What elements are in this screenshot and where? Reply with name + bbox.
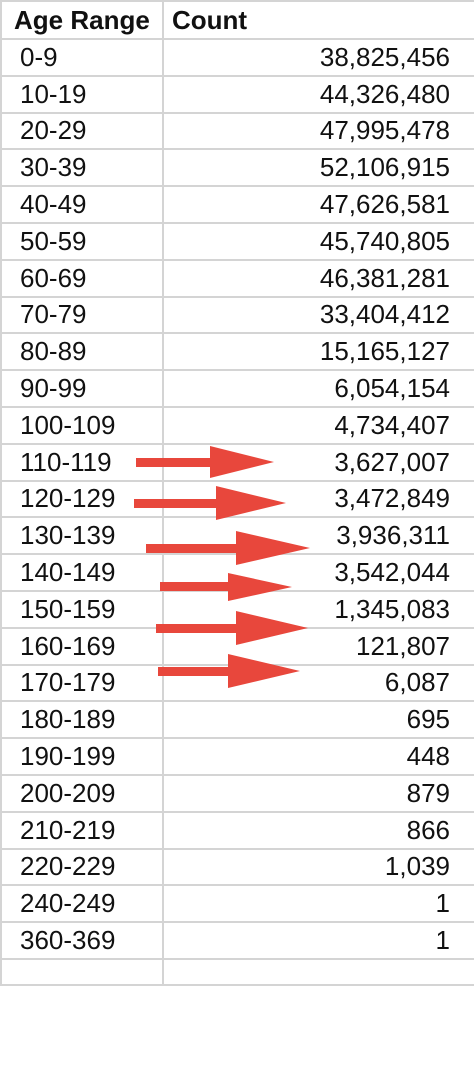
age-range-cell[interactable]: 170-179 — [0, 663, 164, 703]
count-cell[interactable]: 52,106,915 — [162, 148, 474, 188]
table-row: 90-99 6,054,154 — [0, 369, 474, 408]
table-row: 20-29 47,995,478 — [0, 111, 474, 151]
age-range-cell[interactable]: 80-89 — [0, 332, 164, 372]
age-range-cell[interactable]: 240-249 — [0, 884, 164, 924]
table-row: 170-179 6,087 — [0, 663, 474, 703]
age-range-cell[interactable]: 130-139 — [0, 516, 164, 556]
count-cell[interactable]: 1,039 — [162, 847, 474, 887]
table-row: 200-209 879 — [0, 773, 474, 813]
age-range-cell[interactable]: 360-369 — [0, 921, 164, 960]
age-range-cell[interactable]: 120-129 — [0, 479, 164, 519]
count-cell[interactable]: 44,326,480 — [162, 74, 474, 114]
header-row: Age Range Count — [0, 0, 474, 40]
count-cell[interactable]: 47,995,478 — [162, 111, 474, 151]
age-range-cell[interactable]: 40-49 — [0, 185, 164, 224]
count-cell[interactable]: 448 — [162, 737, 474, 776]
age-range-cell[interactable]: 190-199 — [0, 737, 164, 776]
empty-cell[interactable] — [0, 957, 164, 986]
age-range-cell[interactable]: 220-229 — [0, 847, 164, 887]
count-cell[interactable]: 3,936,311 — [162, 516, 474, 556]
count-cell[interactable]: 3,627,007 — [162, 442, 474, 482]
count-cell[interactable]: 38,825,456 — [162, 38, 474, 77]
count-cell[interactable]: 1,345,083 — [162, 589, 474, 629]
count-cell[interactable]: 3,542,044 — [162, 553, 474, 592]
age-range-cell[interactable]: 160-169 — [0, 626, 164, 666]
age-range-cell[interactable]: 30-39 — [0, 148, 164, 188]
age-range-cell[interactable]: 70-79 — [0, 295, 164, 335]
table-row: 100-109 4,734,407 — [0, 405, 474, 445]
age-range-cell[interactable]: 90-99 — [0, 369, 164, 408]
count-cell[interactable]: 879 — [162, 773, 474, 813]
age-range-cell[interactable]: 20-29 — [0, 111, 164, 151]
age-range-cell[interactable]: 180-189 — [0, 700, 164, 740]
table-row: 360-369 1 — [0, 921, 474, 960]
count-cell[interactable]: 15,165,127 — [162, 332, 474, 372]
age-range-cell[interactable]: 150-159 — [0, 589, 164, 629]
age-range-cell[interactable]: 140-149 — [0, 553, 164, 592]
count-cell[interactable]: 6,087 — [162, 663, 474, 703]
age-range-table: Age Range Count 0-9 38,825,456 10-19 44,32… — [0, 0, 474, 986]
count-cell[interactable]: 33,404,412 — [162, 295, 474, 335]
table-row: 190-199 448 — [0, 737, 474, 776]
count-cell[interactable]: 46,381,281 — [162, 258, 474, 298]
count-cell[interactable]: 866 — [162, 810, 474, 850]
age-range-cell[interactable]: 0-9 — [0, 38, 164, 77]
header-age-range[interactable]: Age Range — [0, 0, 164, 40]
age-range-cell[interactable]: 50-59 — [0, 221, 164, 261]
table-row: 50-59 45,740,805 — [0, 221, 474, 261]
table-row: 40-49 47,626,581 — [0, 185, 474, 224]
table-row: 80-89 15,165,127 — [0, 332, 474, 372]
count-cell[interactable]: 121,807 — [162, 626, 474, 666]
table-row: 180-189 695 — [0, 700, 474, 740]
table-row: 70-79 33,404,412 — [0, 295, 474, 335]
count-cell[interactable]: 47,626,581 — [162, 185, 474, 224]
count-cell[interactable]: 1 — [162, 884, 474, 924]
age-range-cell[interactable]: 10-19 — [0, 74, 164, 114]
table-row: 10-19 44,326,480 — [0, 74, 474, 114]
count-cell[interactable]: 3,472,849 — [162, 479, 474, 519]
age-range-cell[interactable]: 100-109 — [0, 405, 164, 445]
table-row: 30-39 52,106,915 — [0, 148, 474, 188]
age-range-cell[interactable]: 110-119 — [0, 442, 164, 482]
table-row: 60-69 46,381,281 — [0, 258, 474, 298]
age-range-cell[interactable]: 60-69 — [0, 258, 164, 298]
count-cell[interactable]: 6,054,154 — [162, 369, 474, 408]
header-count[interactable]: Count — [162, 0, 474, 40]
count-cell[interactable]: 4,734,407 — [162, 405, 474, 445]
table-row: 140-149 3,542,044 — [0, 553, 474, 592]
count-cell[interactable]: 695 — [162, 700, 474, 740]
count-cell[interactable]: 45,740,805 — [162, 221, 474, 261]
table-row: 0-9 38,825,456 — [0, 38, 474, 77]
age-range-cell[interactable]: 200-209 — [0, 773, 164, 813]
table-row: 110-119 3,627,007 — [0, 442, 474, 482]
empty-cell[interactable] — [162, 957, 474, 986]
table-row: 120-129 3,472,849 — [0, 479, 474, 519]
age-range-cell[interactable]: 210-219 — [0, 810, 164, 850]
table-row: 150-159 1,345,083 — [0, 589, 474, 629]
table-row: 130-139 3,936,311 — [0, 516, 474, 556]
table-row: 220-229 1,039 — [0, 847, 474, 887]
empty-row — [0, 957, 474, 986]
table-row: 160-169 121,807 — [0, 626, 474, 666]
table-row: 240-249 1 — [0, 884, 474, 924]
table-row: 210-219 866 — [0, 810, 474, 850]
count-cell[interactable]: 1 — [162, 921, 474, 960]
